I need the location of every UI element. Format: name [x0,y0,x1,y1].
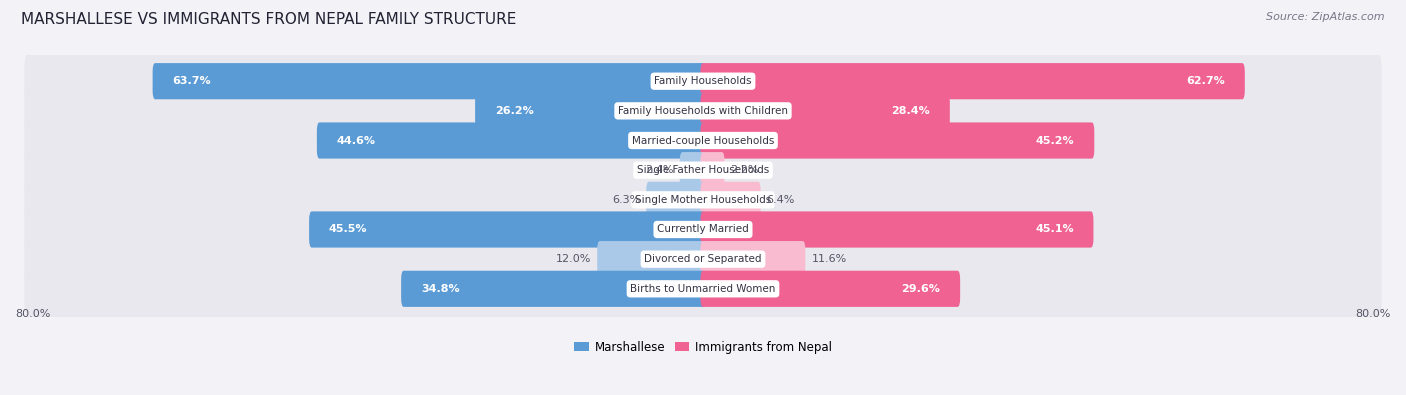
FancyBboxPatch shape [309,211,706,248]
FancyBboxPatch shape [401,271,706,307]
Text: 45.2%: 45.2% [1036,135,1074,145]
Text: Currently Married: Currently Married [657,224,749,235]
Text: Single Mother Households: Single Mother Households [636,195,770,205]
Text: 6.4%: 6.4% [766,195,794,205]
Text: Births to Unmarried Women: Births to Unmarried Women [630,284,776,294]
Text: 6.3%: 6.3% [612,195,640,205]
Text: 26.2%: 26.2% [495,106,534,116]
FancyBboxPatch shape [24,53,1382,109]
FancyBboxPatch shape [700,241,806,277]
Text: 12.0%: 12.0% [555,254,591,264]
Text: Divorced or Separated: Divorced or Separated [644,254,762,264]
FancyBboxPatch shape [316,122,706,159]
FancyBboxPatch shape [700,211,1094,248]
Text: 45.1%: 45.1% [1035,224,1074,235]
Text: 44.6%: 44.6% [336,135,375,145]
FancyBboxPatch shape [24,231,1382,287]
Legend: Marshallese, Immigrants from Nepal: Marshallese, Immigrants from Nepal [569,336,837,358]
Text: 29.6%: 29.6% [901,284,941,294]
Text: Single Father Households: Single Father Households [637,165,769,175]
FancyBboxPatch shape [24,172,1382,228]
FancyBboxPatch shape [24,142,1382,198]
FancyBboxPatch shape [679,152,706,188]
Text: 45.5%: 45.5% [329,224,367,235]
Text: 62.7%: 62.7% [1187,76,1225,86]
Text: Source: ZipAtlas.com: Source: ZipAtlas.com [1267,12,1385,22]
FancyBboxPatch shape [700,271,960,307]
FancyBboxPatch shape [24,112,1382,169]
Text: Married-couple Households: Married-couple Households [631,135,775,145]
FancyBboxPatch shape [700,122,1094,159]
Text: Family Households with Children: Family Households with Children [619,106,787,116]
FancyBboxPatch shape [598,241,706,277]
FancyBboxPatch shape [475,93,706,129]
FancyBboxPatch shape [647,182,706,218]
Text: 63.7%: 63.7% [173,76,211,86]
Text: 80.0%: 80.0% [1355,309,1391,319]
Text: 11.6%: 11.6% [811,254,846,264]
Text: MARSHALLESE VS IMMIGRANTS FROM NEPAL FAMILY STRUCTURE: MARSHALLESE VS IMMIGRANTS FROM NEPAL FAM… [21,12,516,27]
FancyBboxPatch shape [24,83,1382,139]
Text: 34.8%: 34.8% [420,284,460,294]
Text: 80.0%: 80.0% [15,309,51,319]
Text: 28.4%: 28.4% [891,106,929,116]
Text: 2.4%: 2.4% [645,165,673,175]
Text: Family Households: Family Households [654,76,752,86]
FancyBboxPatch shape [700,152,724,188]
FancyBboxPatch shape [700,93,950,129]
Text: 2.2%: 2.2% [731,165,759,175]
FancyBboxPatch shape [700,182,761,218]
FancyBboxPatch shape [153,63,706,99]
FancyBboxPatch shape [24,261,1382,317]
FancyBboxPatch shape [24,201,1382,258]
FancyBboxPatch shape [700,63,1244,99]
